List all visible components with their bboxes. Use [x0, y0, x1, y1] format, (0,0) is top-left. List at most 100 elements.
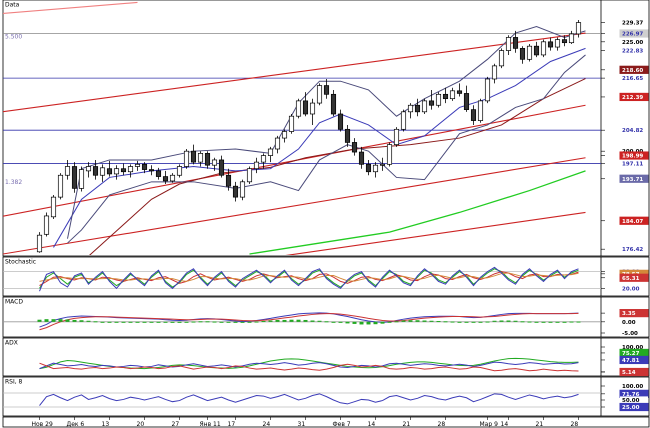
trend-channel-line: [285, 211, 586, 255]
axis-value-tag: 225.00: [601, 38, 648, 46]
candle: [316, 83, 323, 106]
candle: [64, 159, 71, 180]
x-tick-label: Фев 7: [333, 421, 351, 428]
axis-value-tag: 226.97: [601, 29, 649, 38]
candle: [372, 162, 379, 178]
candle: [442, 87, 449, 104]
histogram-bar: [555, 321, 560, 323]
histogram-bar: [478, 321, 483, 323]
candle: [225, 168, 232, 191]
svg-text:216.65: 216.65: [622, 76, 643, 82]
candle: [92, 159, 99, 180]
histogram-bar: [443, 321, 448, 323]
histogram-bar: [499, 320, 504, 322]
x-tick-label: 13: [102, 421, 110, 428]
x-tick-label: 17: [228, 421, 236, 428]
axis-value-tag: 184.07: [601, 216, 649, 225]
histogram-bar: [226, 321, 231, 323]
axis-value-tag: 0.00: [601, 318, 648, 326]
candle: [428, 89, 435, 110]
histogram-bar: [338, 321, 343, 323]
candle: [470, 105, 477, 125]
candle: [127, 164, 134, 178]
plot-area: [39, 357, 579, 372]
histogram-bar: [457, 321, 462, 323]
histogram-bar: [352, 321, 357, 324]
histogram-bar: [268, 320, 273, 322]
panel-title: ADX: [5, 340, 18, 347]
histogram-bar: [464, 321, 469, 323]
candle: [330, 89, 337, 117]
histogram-bar: [450, 321, 455, 323]
histogram-bar: [380, 321, 385, 324]
svg-text:184.07: 184.07: [622, 219, 643, 225]
axis-value-tag: 176.42: [601, 245, 648, 253]
x-tick-label: 21: [536, 421, 544, 428]
series--di: [39, 361, 579, 370]
histogram-bar: [408, 320, 413, 322]
candle: [204, 151, 211, 169]
histogram-bar: [121, 321, 126, 323]
level-label: 5.500: [5, 34, 22, 41]
histogram-bar: [492, 320, 497, 322]
histogram-bar: [219, 321, 224, 323]
svg-text:225.00: 225.00: [622, 40, 643, 46]
histogram-bar: [79, 320, 84, 322]
x-tick-label: Дек 6: [67, 421, 85, 428]
candle: [344, 124, 351, 147]
histogram-bar: [422, 320, 427, 322]
axis-value-tag: 65.31: [601, 273, 649, 282]
candle: [162, 170, 169, 184]
svg-text:193.71: 193.71: [622, 177, 643, 183]
candle: [120, 163, 127, 176]
axis-value-tag: 204.82: [601, 126, 648, 134]
histogram-bar: [513, 320, 518, 322]
series--di: [39, 362, 579, 372]
series-fast: [39, 266, 579, 292]
axis-value-tag: 229.37: [601, 18, 648, 27]
svg-text:218.60: 218.60: [622, 68, 643, 74]
svg-text:176.42: 176.42: [622, 247, 643, 253]
series-signal: [39, 312, 579, 331]
histogram-bar: [163, 321, 168, 323]
x-tick-label: 20: [137, 421, 145, 428]
histogram-bar: [415, 320, 420, 322]
histogram-bar: [331, 321, 336, 323]
plot-area: [3, 392, 601, 408]
histogram-bar: [345, 321, 350, 324]
histogram-bar: [58, 319, 63, 322]
histogram-bar: [254, 321, 259, 323]
histogram-bar: [107, 321, 112, 323]
plot-area: [3, 312, 601, 331]
histogram-bar: [142, 321, 147, 323]
candle: [414, 98, 421, 117]
panel-price: Data 5.500 1.382 229.37 226.97 225.00 222.83 21…: [2, 0, 650, 257]
candle: [463, 85, 470, 112]
axis-value-tag: 100.00: [601, 382, 648, 390]
svg-text:20.00: 20.00: [622, 286, 640, 292]
candle: [512, 30, 519, 53]
panel-macd: MACD 3.35 0.00 -5.00: [2, 296, 650, 338]
candle: [288, 114, 295, 134]
candle: [400, 109, 407, 132]
candle: [36, 232, 43, 253]
histogram-bar: [562, 321, 567, 323]
x-tick-label: 28: [571, 421, 579, 428]
candle: [568, 30, 575, 44]
panel-title: Data: [5, 2, 20, 9]
candle: [498, 48, 505, 69]
trend-channel-line: [3, 32, 586, 113]
histogram-bar: [212, 321, 217, 323]
axis-value-tag: 197.11: [601, 159, 648, 167]
panel-title: Stochastic: [5, 259, 36, 266]
histogram-bar: [520, 321, 525, 323]
histogram-bar: [310, 320, 315, 322]
candle: [253, 157, 260, 174]
histogram-bar: [275, 319, 280, 322]
histogram-bar: [359, 321, 364, 325]
svg-text:197.11: 197.11: [622, 161, 643, 167]
histogram-bar: [506, 320, 511, 322]
histogram-bar: [569, 321, 574, 323]
histogram-bar: [485, 321, 490, 323]
